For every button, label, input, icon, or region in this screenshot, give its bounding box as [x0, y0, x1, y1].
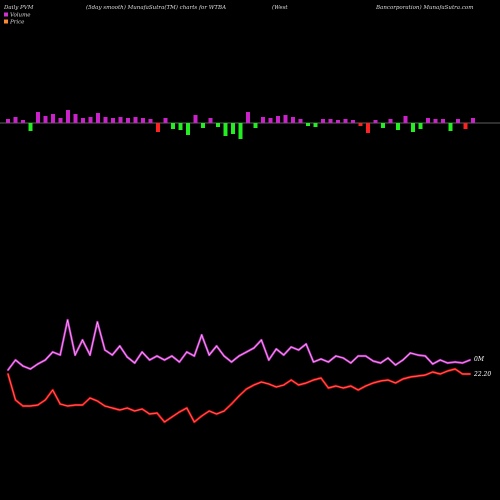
- volume-bar: [178, 123, 183, 130]
- volume-bar: [21, 120, 25, 123]
- volume-bar: [58, 118, 63, 123]
- volume-bar: [328, 119, 333, 123]
- volume-bar: [246, 112, 250, 123]
- volume-bar: [373, 120, 378, 123]
- volume-bar: [51, 114, 55, 123]
- volume-bar: [133, 117, 138, 123]
- chart-header-right-1: (West: [272, 4, 288, 11]
- volume-bar: [343, 119, 348, 123]
- volume-bar: [28, 123, 33, 131]
- volume-bar: [186, 123, 190, 135]
- volume-bar: [238, 123, 243, 139]
- volume-bar: [231, 123, 235, 134]
- volume-bar: [313, 123, 318, 127]
- volume-bar: [336, 120, 340, 123]
- legend-price-label: Price: [9, 20, 25, 26]
- legend-volume-swatch: [4, 12, 8, 17]
- volume-bar: [366, 123, 370, 133]
- volume-bar: [118, 117, 123, 123]
- volume-bar: [96, 113, 100, 123]
- volume-bar: [36, 112, 40, 123]
- volume-bar: [276, 116, 280, 123]
- volume-line-highlight: [7, 319, 471, 371]
- volume-bar: [358, 123, 363, 126]
- chart-header-right-2: Bancorporation) MunafaSutra.com: [375, 4, 473, 11]
- volume-bar: [171, 123, 175, 129]
- volume-bar: [43, 116, 48, 123]
- volume-bar: [448, 123, 453, 131]
- volume-value-label: 0M: [474, 356, 485, 363]
- legend-volume-label: Volume: [10, 13, 31, 19]
- volume-bar: [261, 117, 265, 123]
- chart-header-left: Daily PVM: [3, 5, 34, 11]
- volume-bar: [381, 123, 385, 128]
- volume-bar: [388, 119, 393, 123]
- legend-price-swatch: [4, 19, 8, 24]
- volume-bar: [148, 119, 153, 123]
- volume-bar: [216, 123, 220, 127]
- series-lines: [6, 318, 472, 424]
- volume-bar: [156, 123, 160, 132]
- volume-bar: [418, 123, 423, 129]
- volume-bar: [111, 118, 115, 123]
- volume-bar: [66, 110, 70, 123]
- volume-bar: [396, 123, 400, 130]
- volume-bar: [321, 119, 325, 123]
- volume-bar: [306, 123, 310, 126]
- volume-bar: [201, 123, 205, 128]
- volume-bar: [73, 114, 78, 123]
- volume-bar: [88, 117, 93, 123]
- volume-bar: [253, 123, 258, 128]
- volume-bar: [283, 115, 288, 123]
- volume-bar: [433, 119, 438, 123]
- volume-bar: [163, 118, 168, 123]
- volume-bar: [298, 119, 303, 123]
- volume-bar: [456, 119, 460, 123]
- price-value-label: 22.20: [473, 371, 491, 378]
- volume-bar: [208, 118, 213, 123]
- volume-bar: [141, 118, 145, 123]
- volume-bar: [6, 119, 10, 123]
- chart-header-center: (5day smooth) MunafaSutra(TM) charts for…: [86, 4, 226, 11]
- volume-bar: [81, 118, 85, 123]
- volume-bar: [351, 120, 355, 123]
- price-line-highlight: [7, 368, 470, 423]
- volume-bar: [126, 118, 130, 123]
- volume-bar: [463, 123, 468, 129]
- volume-bar: [193, 115, 198, 123]
- volume-bar: [426, 118, 430, 123]
- volume-bar: [291, 117, 295, 123]
- volume-bar: [471, 118, 475, 123]
- volume-bar: [441, 119, 445, 123]
- volume-bar: [13, 117, 18, 123]
- volume-bar: [403, 116, 408, 123]
- volume-bar: [411, 123, 415, 132]
- volume-bar: [268, 118, 273, 123]
- volume-bars: [6, 110, 475, 139]
- volume-bar: [103, 117, 108, 123]
- volume-bar: [223, 123, 228, 136]
